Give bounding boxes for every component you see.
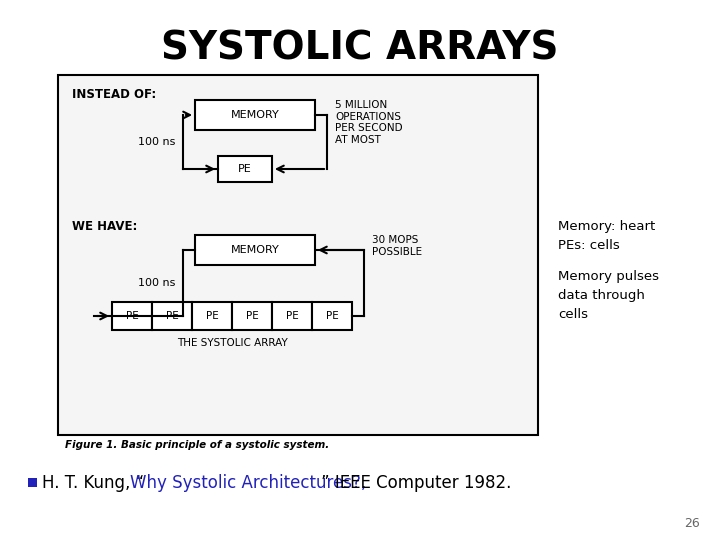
Bar <box>152 302 192 330</box>
Text: PE: PE <box>238 164 252 174</box>
Text: PE: PE <box>325 311 338 321</box>
Text: 100 ns: 100 ns <box>138 137 175 147</box>
Text: THE SYSTOLIC ARRAY: THE SYSTOLIC ARRAY <box>176 338 287 348</box>
Text: PE: PE <box>166 311 179 321</box>
Text: MEMORY: MEMORY <box>230 110 279 120</box>
Text: ” IEEE Computer 1982.: ” IEEE Computer 1982. <box>321 474 511 491</box>
Text: PE: PE <box>206 311 218 321</box>
Text: MEMORY: MEMORY <box>230 245 279 255</box>
Text: PE: PE <box>125 311 138 321</box>
Text: Figure 1. Basic principle of a systolic system.: Figure 1. Basic principle of a systolic … <box>65 440 329 450</box>
Text: INSTEAD OF:: INSTEAD OF: <box>72 88 156 101</box>
Bar <box>232 302 272 330</box>
Bar <box>218 156 272 182</box>
Bar <box>192 302 232 330</box>
Text: Memory: heart
PEs: cells: Memory: heart PEs: cells <box>558 220 655 252</box>
Text: 100 ns: 100 ns <box>138 278 175 288</box>
Text: 5 MILLION
OPERATIONS
PER SECOND
AT MOST: 5 MILLION OPERATIONS PER SECOND AT MOST <box>335 100 402 145</box>
Text: WE HAVE:: WE HAVE: <box>72 220 138 233</box>
Text: H. T. Kung, “: H. T. Kung, “ <box>42 474 144 491</box>
Text: SYSTOLIC ARRAYS: SYSTOLIC ARRAYS <box>161 30 559 68</box>
Text: 26: 26 <box>684 517 700 530</box>
Bar <box>272 302 312 330</box>
Text: PE: PE <box>246 311 258 321</box>
Bar <box>312 302 352 330</box>
Text: Memory pulses
data through
cells: Memory pulses data through cells <box>558 270 659 321</box>
Bar <box>112 302 152 330</box>
Text: 30 MOPS
POSSIBLE: 30 MOPS POSSIBLE <box>372 235 422 256</box>
Bar <box>195 100 315 130</box>
Text: PE: PE <box>286 311 298 321</box>
Text: Why Systolic Architectures?,: Why Systolic Architectures?, <box>130 474 366 491</box>
Bar <box>28 478 37 487</box>
Bar <box>195 235 315 265</box>
Bar <box>58 75 538 435</box>
